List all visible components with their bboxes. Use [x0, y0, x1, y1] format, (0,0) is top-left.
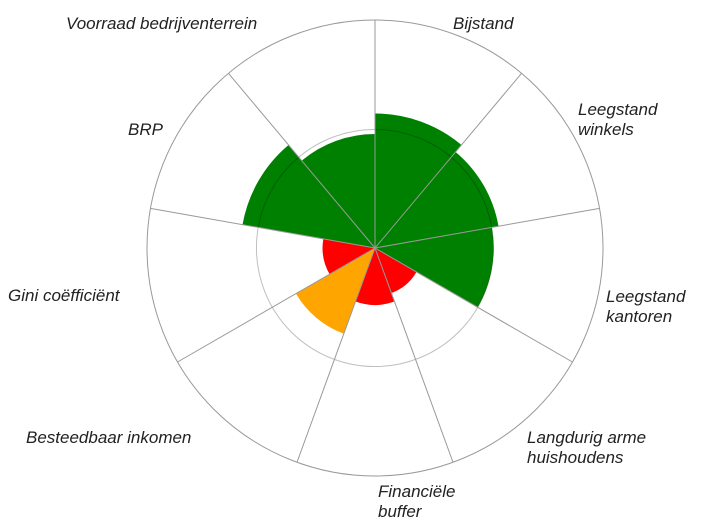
sector-divider	[177, 247, 376, 363]
sector-label: Besteedbaar inkomen	[26, 428, 192, 447]
sector-label: Financiële buffer	[378, 482, 456, 521]
sector	[375, 151, 499, 248]
sector-label: Gini coëfficiënt	[8, 286, 120, 305]
sector-divider	[374, 73, 522, 249]
sector-label: Voorraad bedrijventerrein	[66, 14, 258, 33]
sector-label: Leegstand kantoren	[606, 287, 686, 326]
sector-divider	[374, 247, 573, 363]
sector	[322, 238, 375, 275]
sector-label: BRP	[128, 120, 163, 139]
sector-divider	[374, 247, 454, 463]
sector	[301, 134, 375, 248]
sector-divider	[228, 73, 376, 249]
sector-label: Langdurig arme huishoudens	[527, 428, 647, 467]
sector	[375, 113, 462, 248]
sector-label: Leegstand winkels	[578, 100, 658, 139]
sector	[375, 227, 494, 308]
sector	[296, 248, 375, 334]
sector	[355, 248, 395, 305]
sector	[375, 248, 417, 293]
sector-divider	[296, 247, 376, 463]
sector	[242, 144, 375, 248]
sector-label: Bijstand	[453, 14, 514, 33]
sector-divider	[150, 207, 376, 249]
sector-divider	[374, 207, 600, 249]
